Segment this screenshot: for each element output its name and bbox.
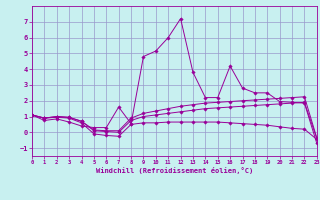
X-axis label: Windchill (Refroidissement éolien,°C): Windchill (Refroidissement éolien,°C) bbox=[96, 167, 253, 174]
